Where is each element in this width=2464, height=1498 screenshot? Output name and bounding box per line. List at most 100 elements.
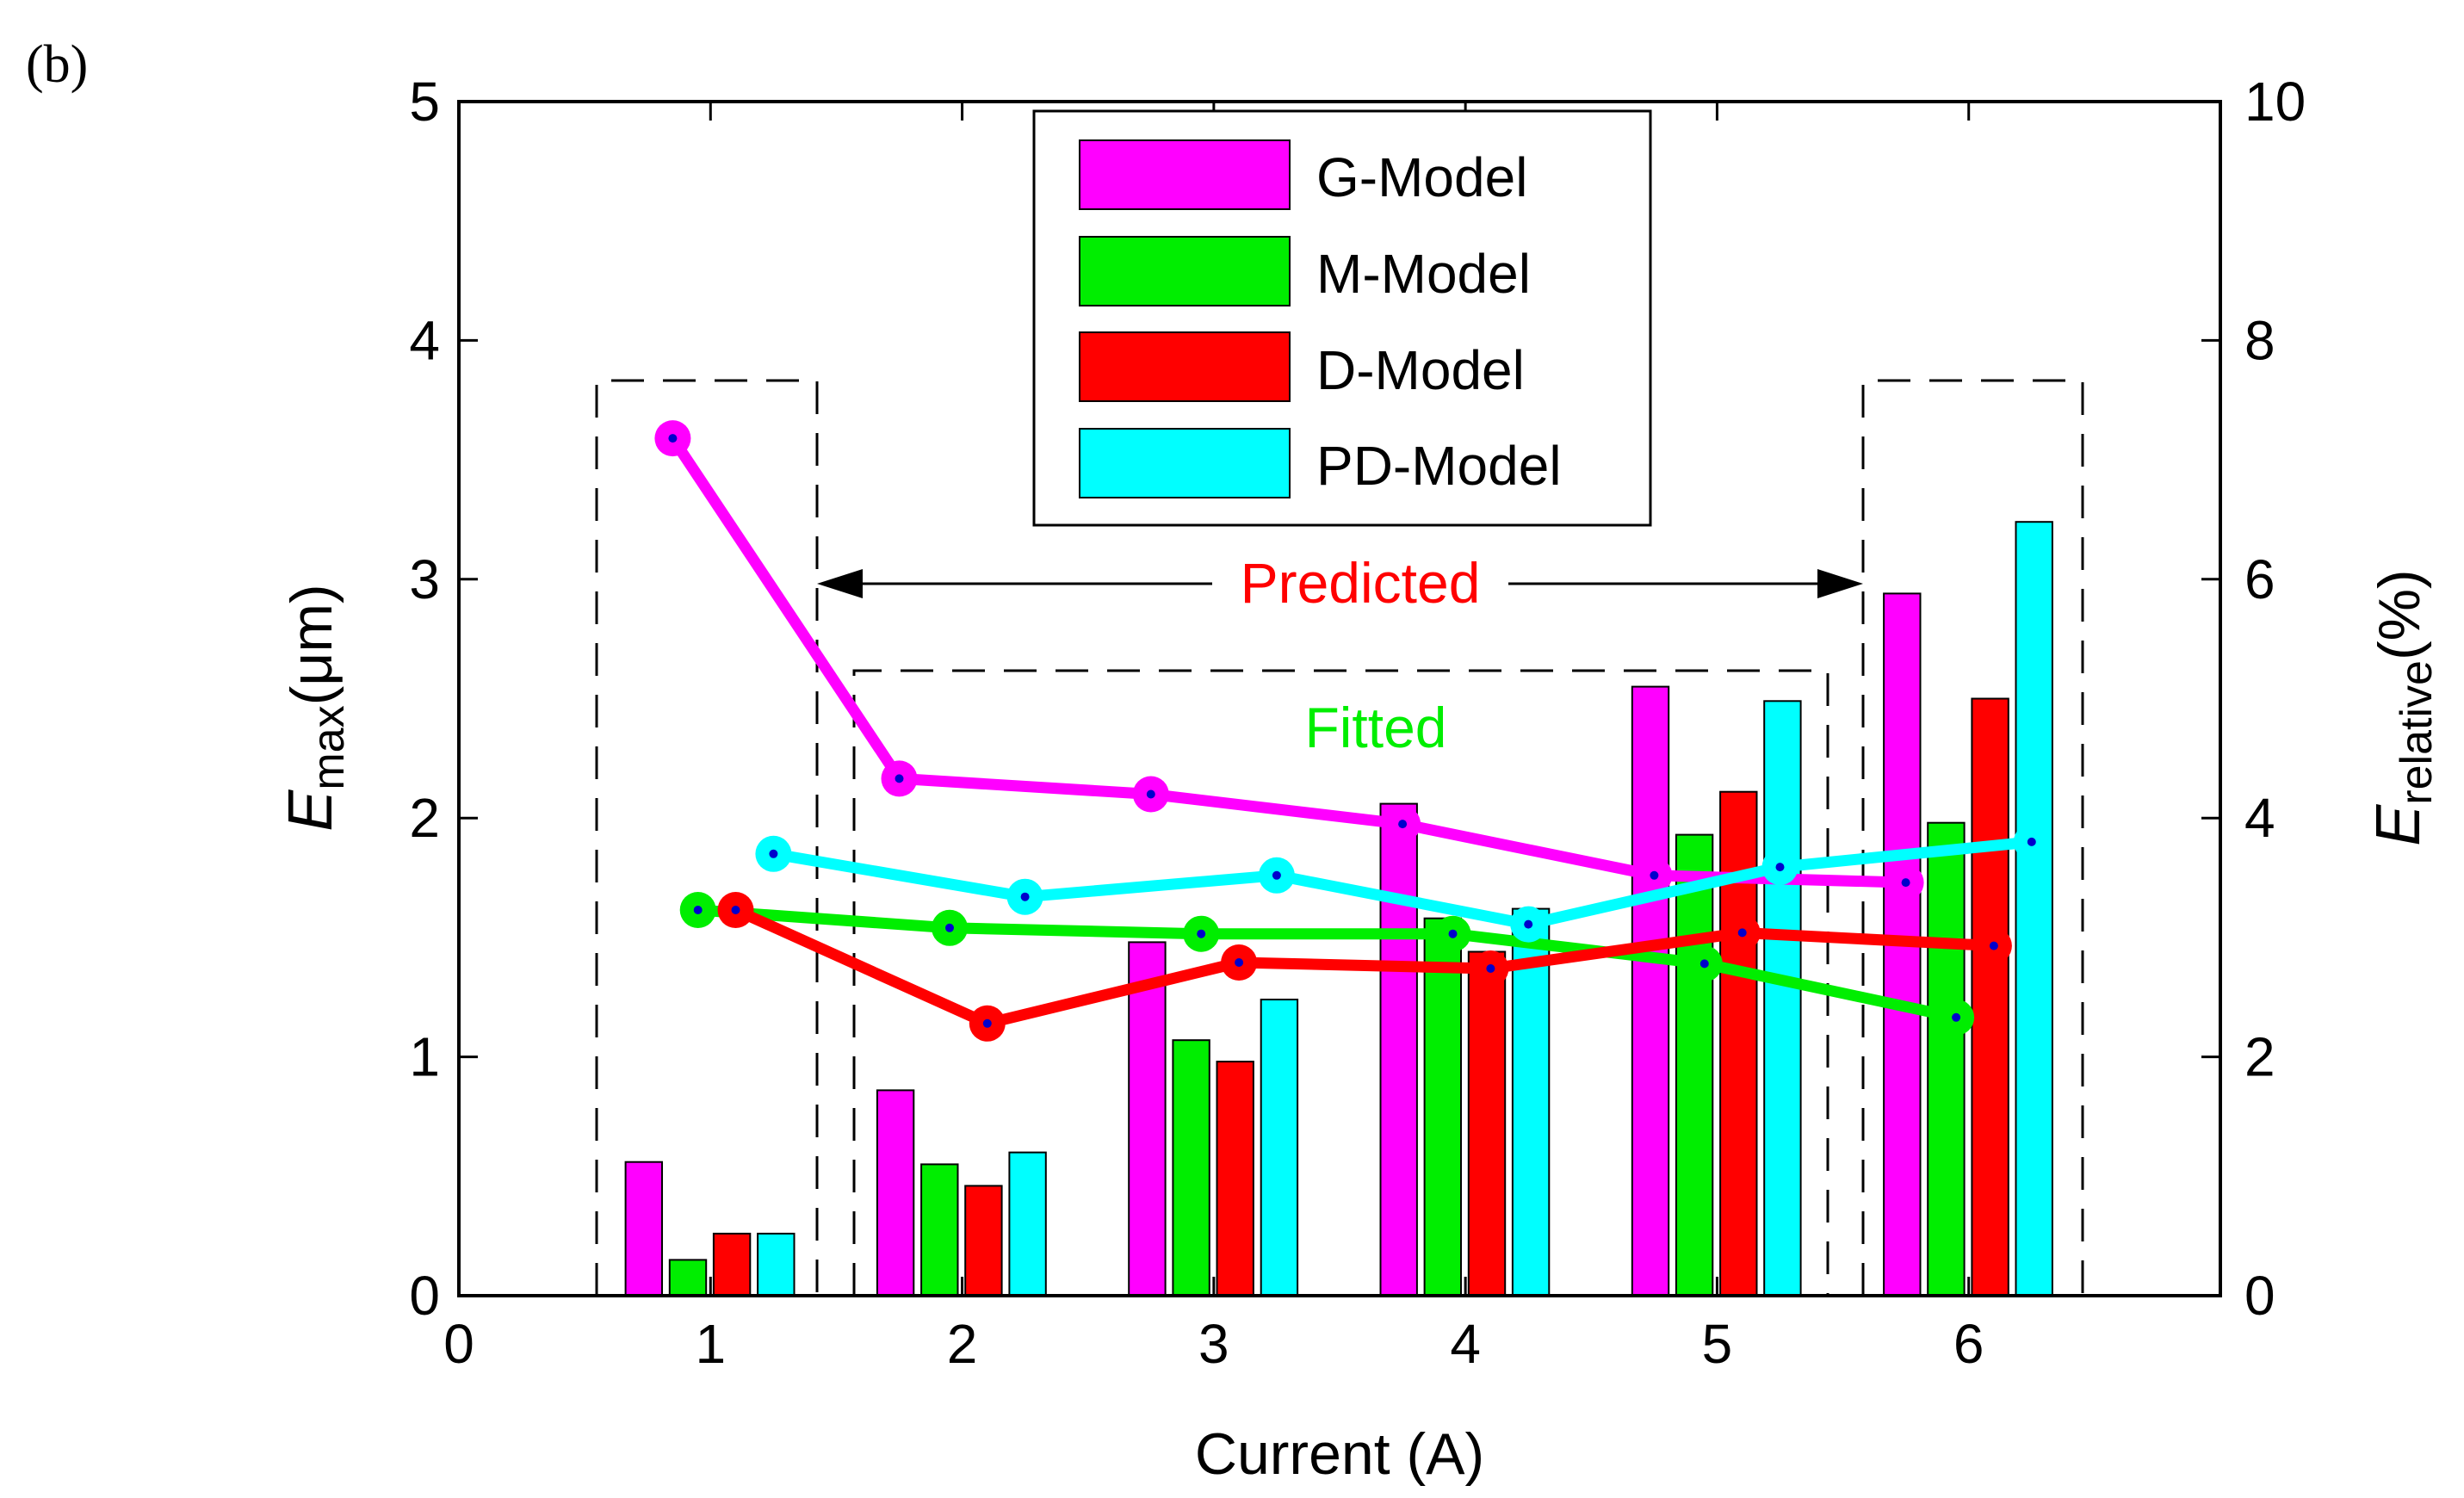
- legend-swatch-m-model: [1079, 236, 1291, 306]
- y-right-tick-label-6: 6: [2244, 548, 2275, 610]
- bar-g-model-2: [876, 1089, 915, 1297]
- x-tick-label-4: 4: [1450, 1313, 1481, 1375]
- point-dot-m-model-1: [693, 906, 703, 914]
- point-dot-g-model-5: [1650, 870, 1659, 880]
- bar-d-model-1: [712, 1232, 752, 1297]
- legend-swatch-pd-model: [1079, 428, 1291, 498]
- point-dot-d-model-4: [1486, 964, 1495, 973]
- line-g-model: [666, 432, 1912, 888]
- bar-pd-model-6: [2015, 521, 2053, 1297]
- y-left-tick-label-2: 2: [409, 787, 440, 849]
- y-left-tick-label-0: 0: [409, 1265, 440, 1327]
- bar-g-model-1: [624, 1161, 663, 1297]
- x-tick-label-5: 5: [1702, 1313, 1733, 1375]
- line-m-model: [692, 904, 1962, 1024]
- point-dot-d-model-5: [1737, 928, 1747, 938]
- bar-g-model-3: [1128, 941, 1167, 1297]
- point-dot-g-model-2: [895, 774, 904, 783]
- predicted-arrowhead-right: [1817, 569, 1863, 598]
- y-left-tick-label-1: 1: [409, 1026, 440, 1088]
- line-pd-model: [767, 836, 2038, 931]
- bar-pd-model-2: [1008, 1151, 1047, 1297]
- y-left-label-sub: max: [304, 705, 354, 789]
- point-dot-g-model-4: [1398, 820, 1408, 829]
- y-left-label-unit: (μm): [279, 584, 344, 705]
- legend-label-pd-model: PD-Model: [1316, 435, 1562, 497]
- y-left-label-main: E: [276, 789, 345, 832]
- predicted-label: Predicted: [1241, 551, 1481, 615]
- legend: G-Model M-Model D-Model PD-Model: [1032, 109, 1652, 527]
- point-dot-g-model-1: [668, 434, 678, 443]
- point-dot-pd-model-3: [1272, 870, 1281, 880]
- x-tick-label-0: 0: [443, 1313, 474, 1375]
- y-left-tick-label-5: 5: [409, 71, 440, 133]
- predicted-annotation: Predicted: [817, 551, 1863, 615]
- legend-swatch-d-model: [1079, 331, 1291, 402]
- region-box-fitted: [852, 669, 1829, 1296]
- legend-label-g-model: G-Model: [1316, 146, 1527, 208]
- point-dot-d-model-2: [982, 1018, 992, 1028]
- y-left-tick-label-4: 4: [409, 309, 440, 371]
- svg-text:Emax(μm): Emax(μm): [276, 584, 354, 831]
- line-d-model: [730, 904, 2000, 1030]
- y-right-tick-label-0: 0: [2244, 1265, 2275, 1327]
- legend-label-m-model: M-Model: [1316, 243, 1531, 305]
- x-tick-label-3: 3: [1198, 1313, 1229, 1375]
- bar-m-model-6: [1927, 821, 1966, 1297]
- bar-m-model-1: [668, 1259, 708, 1297]
- point-dot-g-model-6: [1901, 878, 1910, 888]
- bar-pd-model-5: [1763, 700, 1802, 1297]
- bar-d-model-3: [1216, 1061, 1254, 1297]
- lines-layer: [654, 420, 2050, 1042]
- point-dot-pd-model-4: [1524, 919, 1533, 929]
- point-dot-m-model-2: [945, 923, 954, 932]
- legend-swatch-g-model: [1079, 139, 1291, 210]
- y-right-tick-label-8: 8: [2244, 309, 2275, 371]
- bar-pd-model-3: [1260, 999, 1299, 1297]
- point-dot-g-model-3: [1146, 789, 1155, 799]
- point-dot-pd-model-2: [1020, 892, 1030, 901]
- point-dot-m-model-5: [1699, 959, 1709, 969]
- dashed-regions: [595, 379, 2084, 1296]
- x-tick-label-6: 6: [1953, 1313, 1984, 1375]
- bar-d-model-6: [1971, 697, 2009, 1297]
- svg-text:Erelative(%): Erelative(%): [2364, 569, 2442, 845]
- plot-frame: [457, 100, 2222, 1297]
- bar-m-model-2: [920, 1163, 959, 1297]
- point-dot-pd-model-5: [1775, 863, 1785, 872]
- point-dot-pd-model-1: [769, 849, 778, 858]
- legend-item-pd-model: PD-Model: [1079, 428, 1562, 498]
- point-dot-d-model-3: [1235, 958, 1244, 967]
- point-dot-d-model-6: [1989, 941, 1998, 950]
- x-tick-label-2: 2: [947, 1313, 978, 1375]
- x-axis-label: Current (A): [1195, 1421, 1484, 1487]
- ticks-layer: 0 1 2 3 4 5 6 0 1 2 3 4 5 0 2 4 6 8 10: [409, 71, 2306, 1375]
- y-right-label-unit: (%): [2367, 569, 2432, 660]
- bar-m-model-3: [1172, 1039, 1210, 1297]
- y-right-label-main: E: [2364, 804, 2433, 846]
- legend-label-d-model: D-Model: [1316, 339, 1525, 401]
- y-right-tick-label-4: 4: [2244, 787, 2275, 849]
- point-dot-m-model-3: [1197, 929, 1206, 938]
- panel-label: (b): [26, 35, 88, 94]
- y-right-label-sub: relative: [2392, 660, 2442, 805]
- fitted-label: Fitted: [1304, 696, 1446, 759]
- point-dot-pd-model-6: [2027, 837, 2036, 846]
- point-dot-d-model-1: [731, 906, 740, 914]
- y-right-tick-label-2: 2: [2244, 1026, 2275, 1088]
- bar-pd-model-4: [1511, 907, 1551, 1297]
- legend-item-d-model: D-Model: [1079, 331, 1525, 402]
- bar-d-model-4: [1467, 950, 1507, 1297]
- point-dot-m-model-4: [1448, 929, 1458, 938]
- bar-d-model-2: [964, 1185, 1003, 1297]
- bar-m-model-4: [1423, 917, 1462, 1297]
- point-dot-m-model-6: [1952, 1012, 1961, 1022]
- legend-item-m-model: M-Model: [1079, 236, 1531, 306]
- y-left-tick-label-3: 3: [409, 548, 440, 610]
- bar-m-model-5: [1675, 833, 1714, 1297]
- y-axis-left-label: Emax(μm): [276, 584, 354, 831]
- y-axis-right-label: Erelative(%): [2364, 569, 2442, 845]
- bar-g-model-5: [1631, 685, 1670, 1297]
- y-right-tick-label-10: 10: [2244, 71, 2306, 133]
